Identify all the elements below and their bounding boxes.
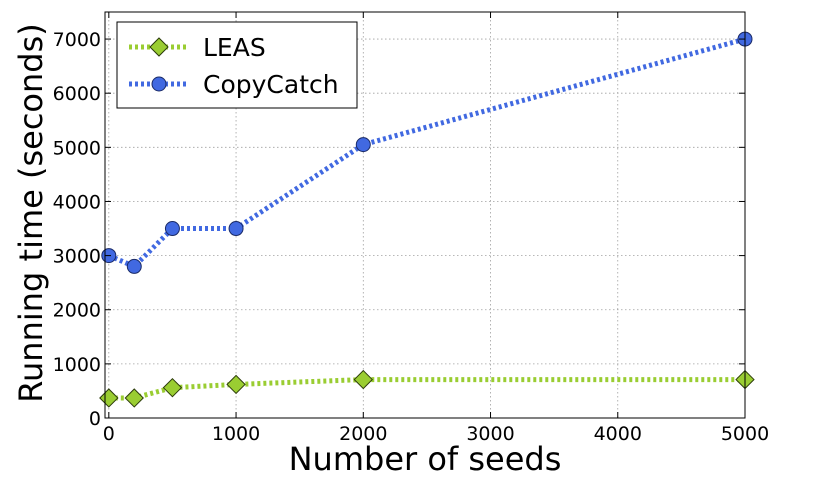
y-tick-label: 3000 [53, 246, 101, 268]
x-tick-label: 4000 [594, 423, 642, 445]
data-point [124, 388, 144, 408]
data-point [99, 388, 119, 408]
x-tick-label: 3000 [466, 423, 514, 445]
data-point [353, 369, 373, 390]
legend: LEAS CopyCatch [116, 21, 358, 109]
y-tick-label: 7000 [53, 29, 101, 51]
data-point [226, 374, 246, 395]
x-tick-label: 0 [103, 423, 115, 445]
data-point [162, 377, 183, 398]
y-tick-label: 6000 [53, 83, 101, 105]
legend-box [116, 21, 358, 109]
x-axis-title: Number of seeds [289, 440, 562, 478]
y-tick-label: 1000 [53, 354, 101, 376]
legend-label: CopyCatch [203, 70, 339, 99]
series-leas [99, 369, 755, 408]
axis-ticks: 0 1000 2000 3000 4000 5000 0 1000 2000 3000 4000 50… [53, 12, 769, 445]
x-tick-label: 1000 [212, 423, 260, 445]
legend-marker [151, 76, 167, 92]
legend-marker [149, 37, 169, 57]
x-tick-label: 5000 [721, 423, 769, 445]
legend-label: LEAS [203, 33, 266, 62]
data-point [164, 221, 180, 237]
plot-frame [104, 11, 746, 419]
x-tick-label: 2000 [339, 423, 387, 445]
series-line [108, 377, 745, 401]
data-point [228, 221, 244, 237]
data-point [126, 258, 142, 274]
y-tick-label: 0 [89, 408, 101, 430]
y-tick-label: 2000 [53, 300, 101, 322]
grid [105, 12, 746, 419]
legend-entry: LEAS [129, 33, 266, 62]
y-tick-label: 4000 [53, 191, 101, 213]
series-layer [99, 31, 755, 408]
legend-entries: LEAS CopyCatch [129, 33, 339, 99]
legend-entry: CopyCatch [129, 70, 339, 99]
y-tick-label: 5000 [53, 137, 101, 159]
data-point [355, 137, 371, 153]
y-axis-title: Running time (seconds) [12, 23, 50, 403]
